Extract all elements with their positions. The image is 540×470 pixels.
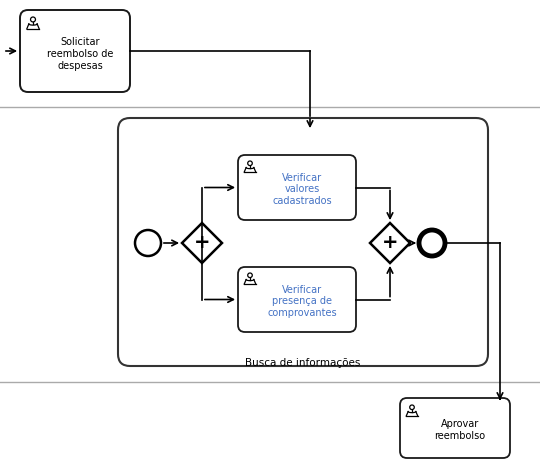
Polygon shape xyxy=(370,223,410,263)
Text: +: + xyxy=(194,234,210,252)
Text: Verificar
valores
cadastrados: Verificar valores cadastrados xyxy=(272,173,332,206)
Polygon shape xyxy=(182,223,222,263)
FancyBboxPatch shape xyxy=(20,10,130,92)
Text: Verificar
presença de
comprovantes: Verificar presença de comprovantes xyxy=(267,285,337,318)
FancyBboxPatch shape xyxy=(118,118,488,366)
FancyBboxPatch shape xyxy=(400,398,510,458)
Text: Solicitar
reembolso de
despesas: Solicitar reembolso de despesas xyxy=(47,38,113,70)
Circle shape xyxy=(419,230,445,256)
FancyBboxPatch shape xyxy=(238,155,356,220)
Text: Busca de informações: Busca de informações xyxy=(245,358,361,368)
Text: Aprovar
reembolso: Aprovar reembolso xyxy=(435,419,485,441)
FancyBboxPatch shape xyxy=(238,267,356,332)
Text: +: + xyxy=(382,234,399,252)
Circle shape xyxy=(135,230,161,256)
